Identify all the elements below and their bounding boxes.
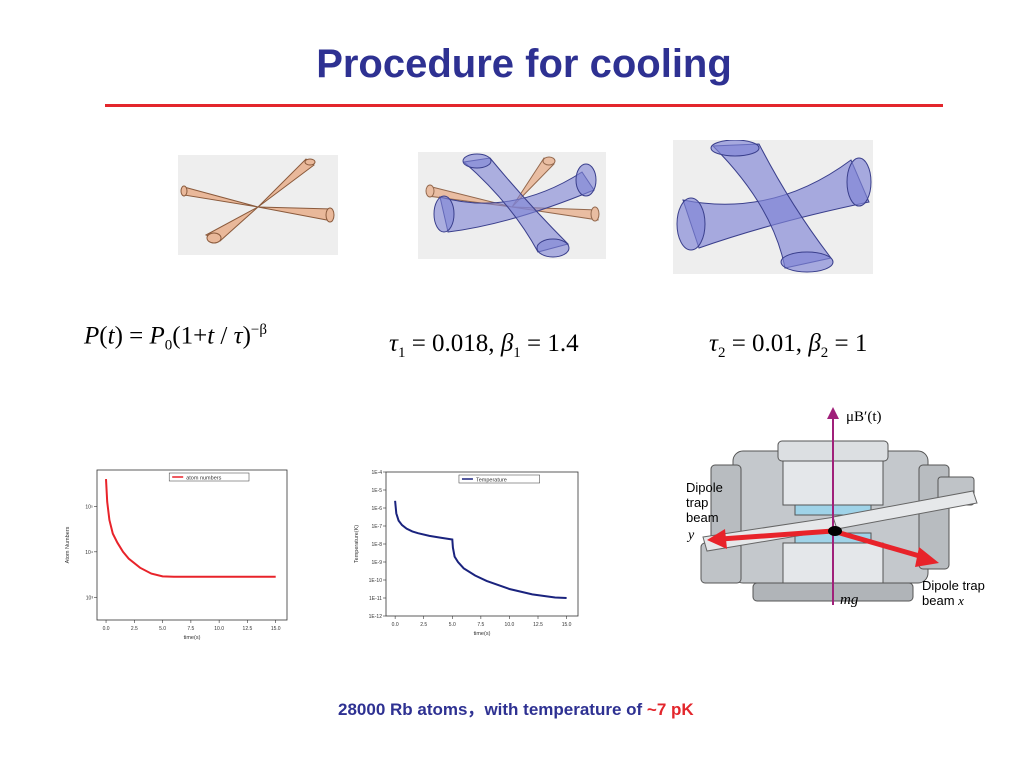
page-title: Procedure for cooling bbox=[316, 42, 732, 86]
plot-frame bbox=[385, 471, 579, 617]
dipole-beam-x-label: Dipole trap beam x bbox=[922, 578, 985, 608]
x-tick-label: 2.5 bbox=[420, 622, 427, 628]
x-tick-label: 2.5 bbox=[131, 626, 138, 632]
legend-box bbox=[458, 474, 540, 484]
x-tick-label: 5.0 bbox=[449, 622, 456, 628]
x-tick-label: 10.0 bbox=[505, 622, 515, 628]
x-tick-label: 12.5 bbox=[243, 626, 253, 632]
legend-label: atom numbers bbox=[186, 476, 221, 482]
parameters-set-2: τ2 = 0.01, β2 = 1 bbox=[709, 330, 868, 361]
crossed-beams-illustration bbox=[178, 155, 338, 255]
title-underline bbox=[105, 104, 943, 107]
y-tick-label: 1E-7 bbox=[371, 524, 382, 530]
y-tick-label: 1E-9 bbox=[371, 560, 382, 566]
temperature-chart: 0.0 2.5 5.0 7.5 10.0 12.5 15.0 1E-4 1E-5 1E-6 1E-7… bbox=[354, 470, 579, 637]
y-axis-label: Atom Numbers bbox=[65, 526, 71, 563]
y-tick-label: 10³ bbox=[86, 595, 94, 601]
y-tick-label: 1E-6 bbox=[371, 506, 382, 512]
y-tick-label: 1E-8 bbox=[371, 542, 382, 548]
parameters-set-1: τ1 = 0.018, β1 = 1.4 bbox=[389, 330, 579, 361]
magnetic-force-label: μB′(t) bbox=[846, 409, 882, 425]
vacuum-chamber-diagram bbox=[700, 407, 978, 605]
summary-caption: 28000 Rb atoms，with temperature of ~7 pK bbox=[338, 700, 694, 719]
temperature-highlight: ~7 pK bbox=[646, 700, 694, 719]
dipole-beam-y-label: Dipole trap beam bbox=[686, 480, 723, 525]
y-tick-label: 1E-12 bbox=[369, 614, 383, 620]
y-tick-label: 1E-10 bbox=[369, 578, 383, 584]
x-tick-label: 0.0 bbox=[392, 622, 399, 628]
x-tick-label: 0.0 bbox=[103, 626, 110, 632]
x-tick-label: 7.5 bbox=[477, 622, 484, 628]
dipole-cylinders-illustration bbox=[673, 140, 873, 274]
beams-with-dipole-cylinders-illustration bbox=[418, 152, 606, 259]
x-tick-label: 15.0 bbox=[271, 626, 281, 632]
y-tick-label: 1E-5 bbox=[371, 488, 382, 494]
legend-box bbox=[168, 472, 250, 482]
y-axis-label: Temperature(K) bbox=[354, 525, 360, 563]
x-axis-label: time(s) bbox=[184, 635, 201, 641]
power-law-equation: P(t) = P0(1+t / τ)−β bbox=[84, 322, 267, 354]
legend-label: Temperature bbox=[476, 478, 507, 484]
y-tick-label: 10⁵ bbox=[85, 504, 93, 510]
x-tick-label: 12.5 bbox=[533, 622, 543, 628]
x-tick-label: 5.0 bbox=[159, 626, 166, 632]
x-tick-label: 15.0 bbox=[562, 622, 572, 628]
y-tick-label: 1E-4 bbox=[371, 470, 382, 476]
series-line bbox=[394, 500, 567, 599]
x-tick-label: 10.0 bbox=[214, 626, 224, 632]
y-tick-label: 1E-11 bbox=[369, 596, 382, 602]
gravity-label: mg bbox=[840, 592, 859, 608]
x-axis-label: time(s) bbox=[474, 631, 491, 637]
x-tick-label: 7.5 bbox=[187, 626, 194, 632]
y-tick-label: 10⁴ bbox=[85, 550, 93, 556]
plot-frame bbox=[96, 469, 288, 621]
atom-numbers-chart: 0.0 2.5 5.0 7.5 10.0 12.5 15.0 10⁵ 10⁴ 10³ atom nu… bbox=[65, 469, 288, 641]
series-line bbox=[105, 479, 276, 578]
y-axis-label: y bbox=[688, 528, 695, 543]
